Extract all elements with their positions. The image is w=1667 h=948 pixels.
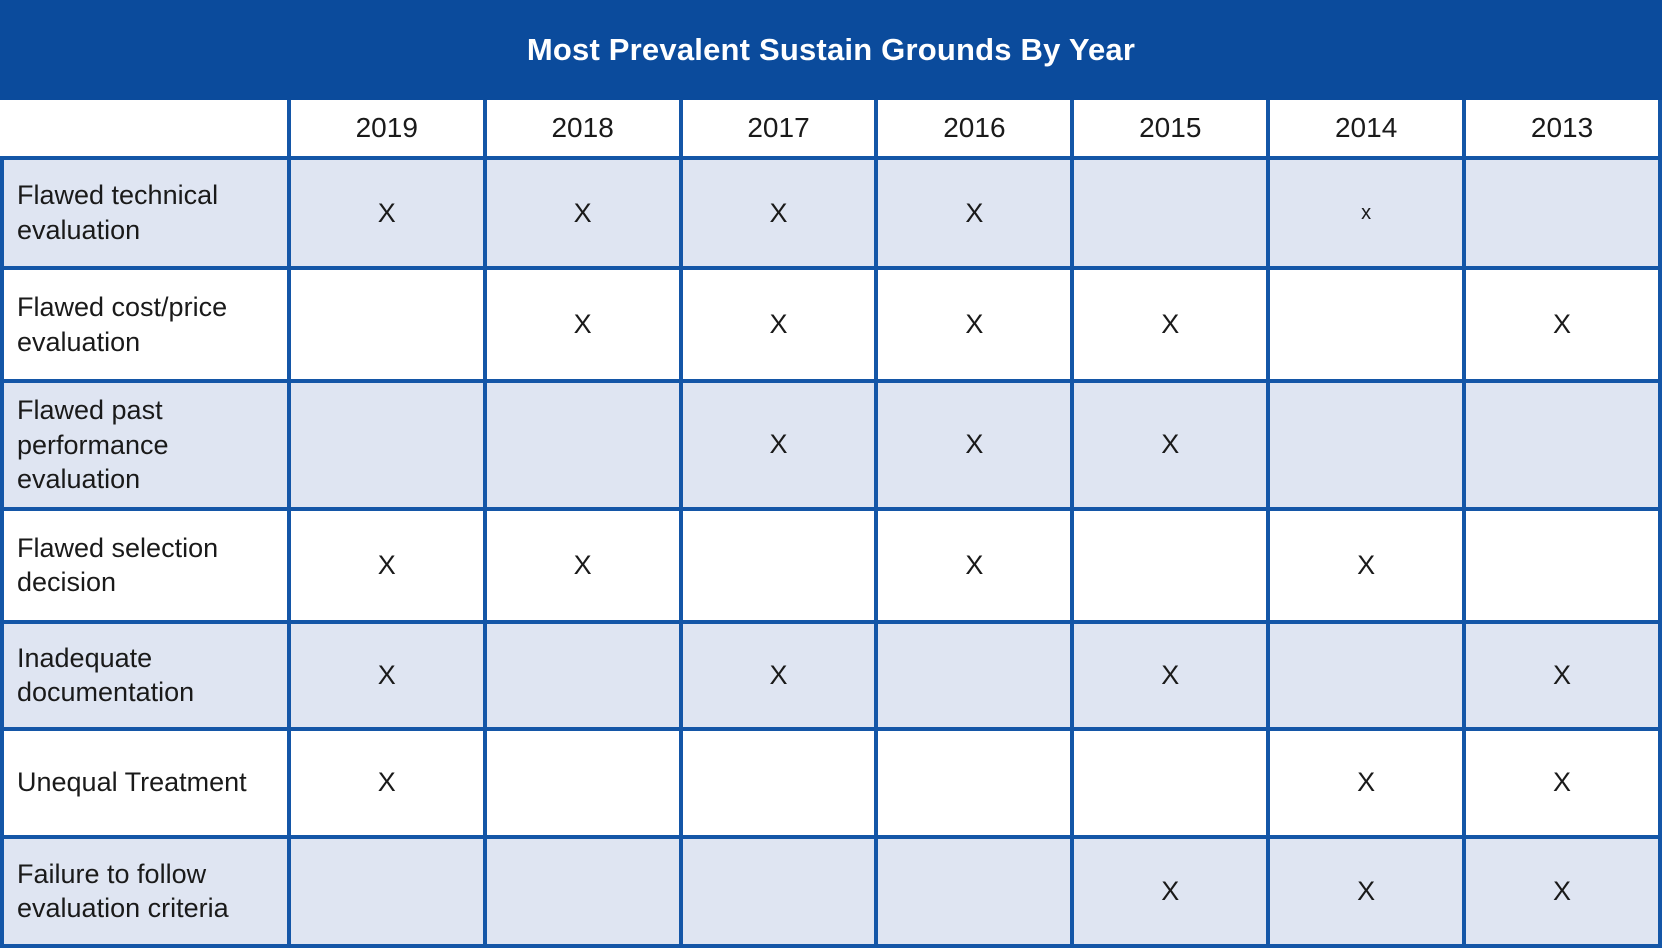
mark-cell: X	[1070, 619, 1271, 731]
year-header-2016: 2016	[874, 100, 1075, 160]
mark-cell: X	[482, 506, 683, 624]
year-header-row: 2019 2018 2017 2016 2015 2014 2013	[2, 100, 1662, 160]
year-header-2013: 2013	[1462, 100, 1662, 160]
year-header-2019: 2019	[286, 100, 487, 160]
empty-cell	[1070, 726, 1271, 839]
table-title: Most Prevalent Sustain Grounds By Year	[0, 0, 1662, 100]
row-label: Flawed technical evaluation	[0, 156, 291, 270]
empty-cell	[482, 834, 683, 948]
sustain-grounds-table: 2019 2018 2017 2016 2015 2014 2013 Flawed tech…	[0, 100, 1662, 948]
mark-cell: X	[1266, 506, 1467, 624]
year-header-2018: 2018	[482, 100, 683, 160]
mark-cell: X	[1462, 834, 1662, 948]
mark-cell: X	[1462, 726, 1662, 839]
empty-cell	[286, 379, 487, 511]
row-label: Unequal Treatment	[0, 726, 291, 839]
mark-cell: X	[286, 506, 487, 624]
mark-cell: X	[1070, 266, 1271, 383]
empty-cell	[874, 726, 1075, 839]
mark-cell: X	[874, 379, 1075, 511]
table-row: Failure to follow evaluation criteria X X X	[0, 834, 1662, 948]
mark-cell: X	[482, 156, 683, 270]
table-row: Unequal Treatment X X X	[0, 726, 1662, 839]
table-row: Flawed past performance evaluation X X X	[0, 379, 1662, 511]
mark-cell: X	[286, 619, 487, 731]
empty-cell	[678, 506, 879, 624]
mark-cell: x	[1266, 156, 1467, 270]
mark-cell: X	[1266, 834, 1467, 948]
year-header-2017: 2017	[678, 100, 879, 160]
empty-cell	[1266, 379, 1467, 511]
mark-cell: X	[678, 156, 879, 270]
mark-cell: X	[286, 726, 487, 839]
empty-cell	[482, 726, 683, 839]
mark-cell: X	[678, 619, 879, 731]
empty-cell	[1266, 266, 1467, 383]
row-label: Inadequate documentation	[0, 619, 291, 731]
corner-cell	[2, 100, 289, 158]
empty-cell	[482, 619, 683, 731]
year-header-2015: 2015	[1070, 100, 1271, 160]
empty-cell	[1462, 379, 1662, 511]
table-row: Flawed cost/price evaluation X X X X X	[0, 266, 1662, 383]
empty-cell	[1070, 506, 1271, 624]
row-label: Flawed past performance evaluation	[0, 379, 291, 511]
empty-cell	[678, 834, 879, 948]
mark-cell: X	[286, 156, 487, 270]
table-row: Inadequate documentation X X X X	[0, 619, 1662, 731]
row-label: Flawed selection decision	[0, 506, 291, 624]
empty-cell	[1070, 156, 1271, 270]
mark-cell: X	[1462, 266, 1662, 383]
mark-cell: X	[874, 266, 1075, 383]
mark-cell: X	[1266, 726, 1467, 839]
empty-cell	[1462, 156, 1662, 270]
mark-cell: X	[1070, 834, 1271, 948]
empty-cell	[874, 619, 1075, 731]
mark-cell: X	[1462, 619, 1662, 731]
row-label: Flawed cost/price evaluation	[0, 266, 291, 383]
mark-cell: X	[874, 156, 1075, 270]
row-label: Failure to follow evaluation criteria	[0, 834, 291, 948]
empty-cell	[286, 834, 487, 948]
mark-cell: X	[678, 379, 879, 511]
empty-cell	[1266, 619, 1467, 731]
mark-cell: X	[874, 506, 1075, 624]
empty-cell	[678, 726, 879, 839]
year-header-2014: 2014	[1266, 100, 1467, 160]
empty-cell	[1462, 506, 1662, 624]
mark-cell: X	[678, 266, 879, 383]
mark-cell: X	[482, 266, 683, 383]
empty-cell	[482, 379, 683, 511]
table-row: Flawed selection decision X X X X	[0, 506, 1662, 624]
empty-cell	[874, 834, 1075, 948]
empty-cell	[286, 266, 487, 383]
mark-cell: X	[1070, 379, 1271, 511]
